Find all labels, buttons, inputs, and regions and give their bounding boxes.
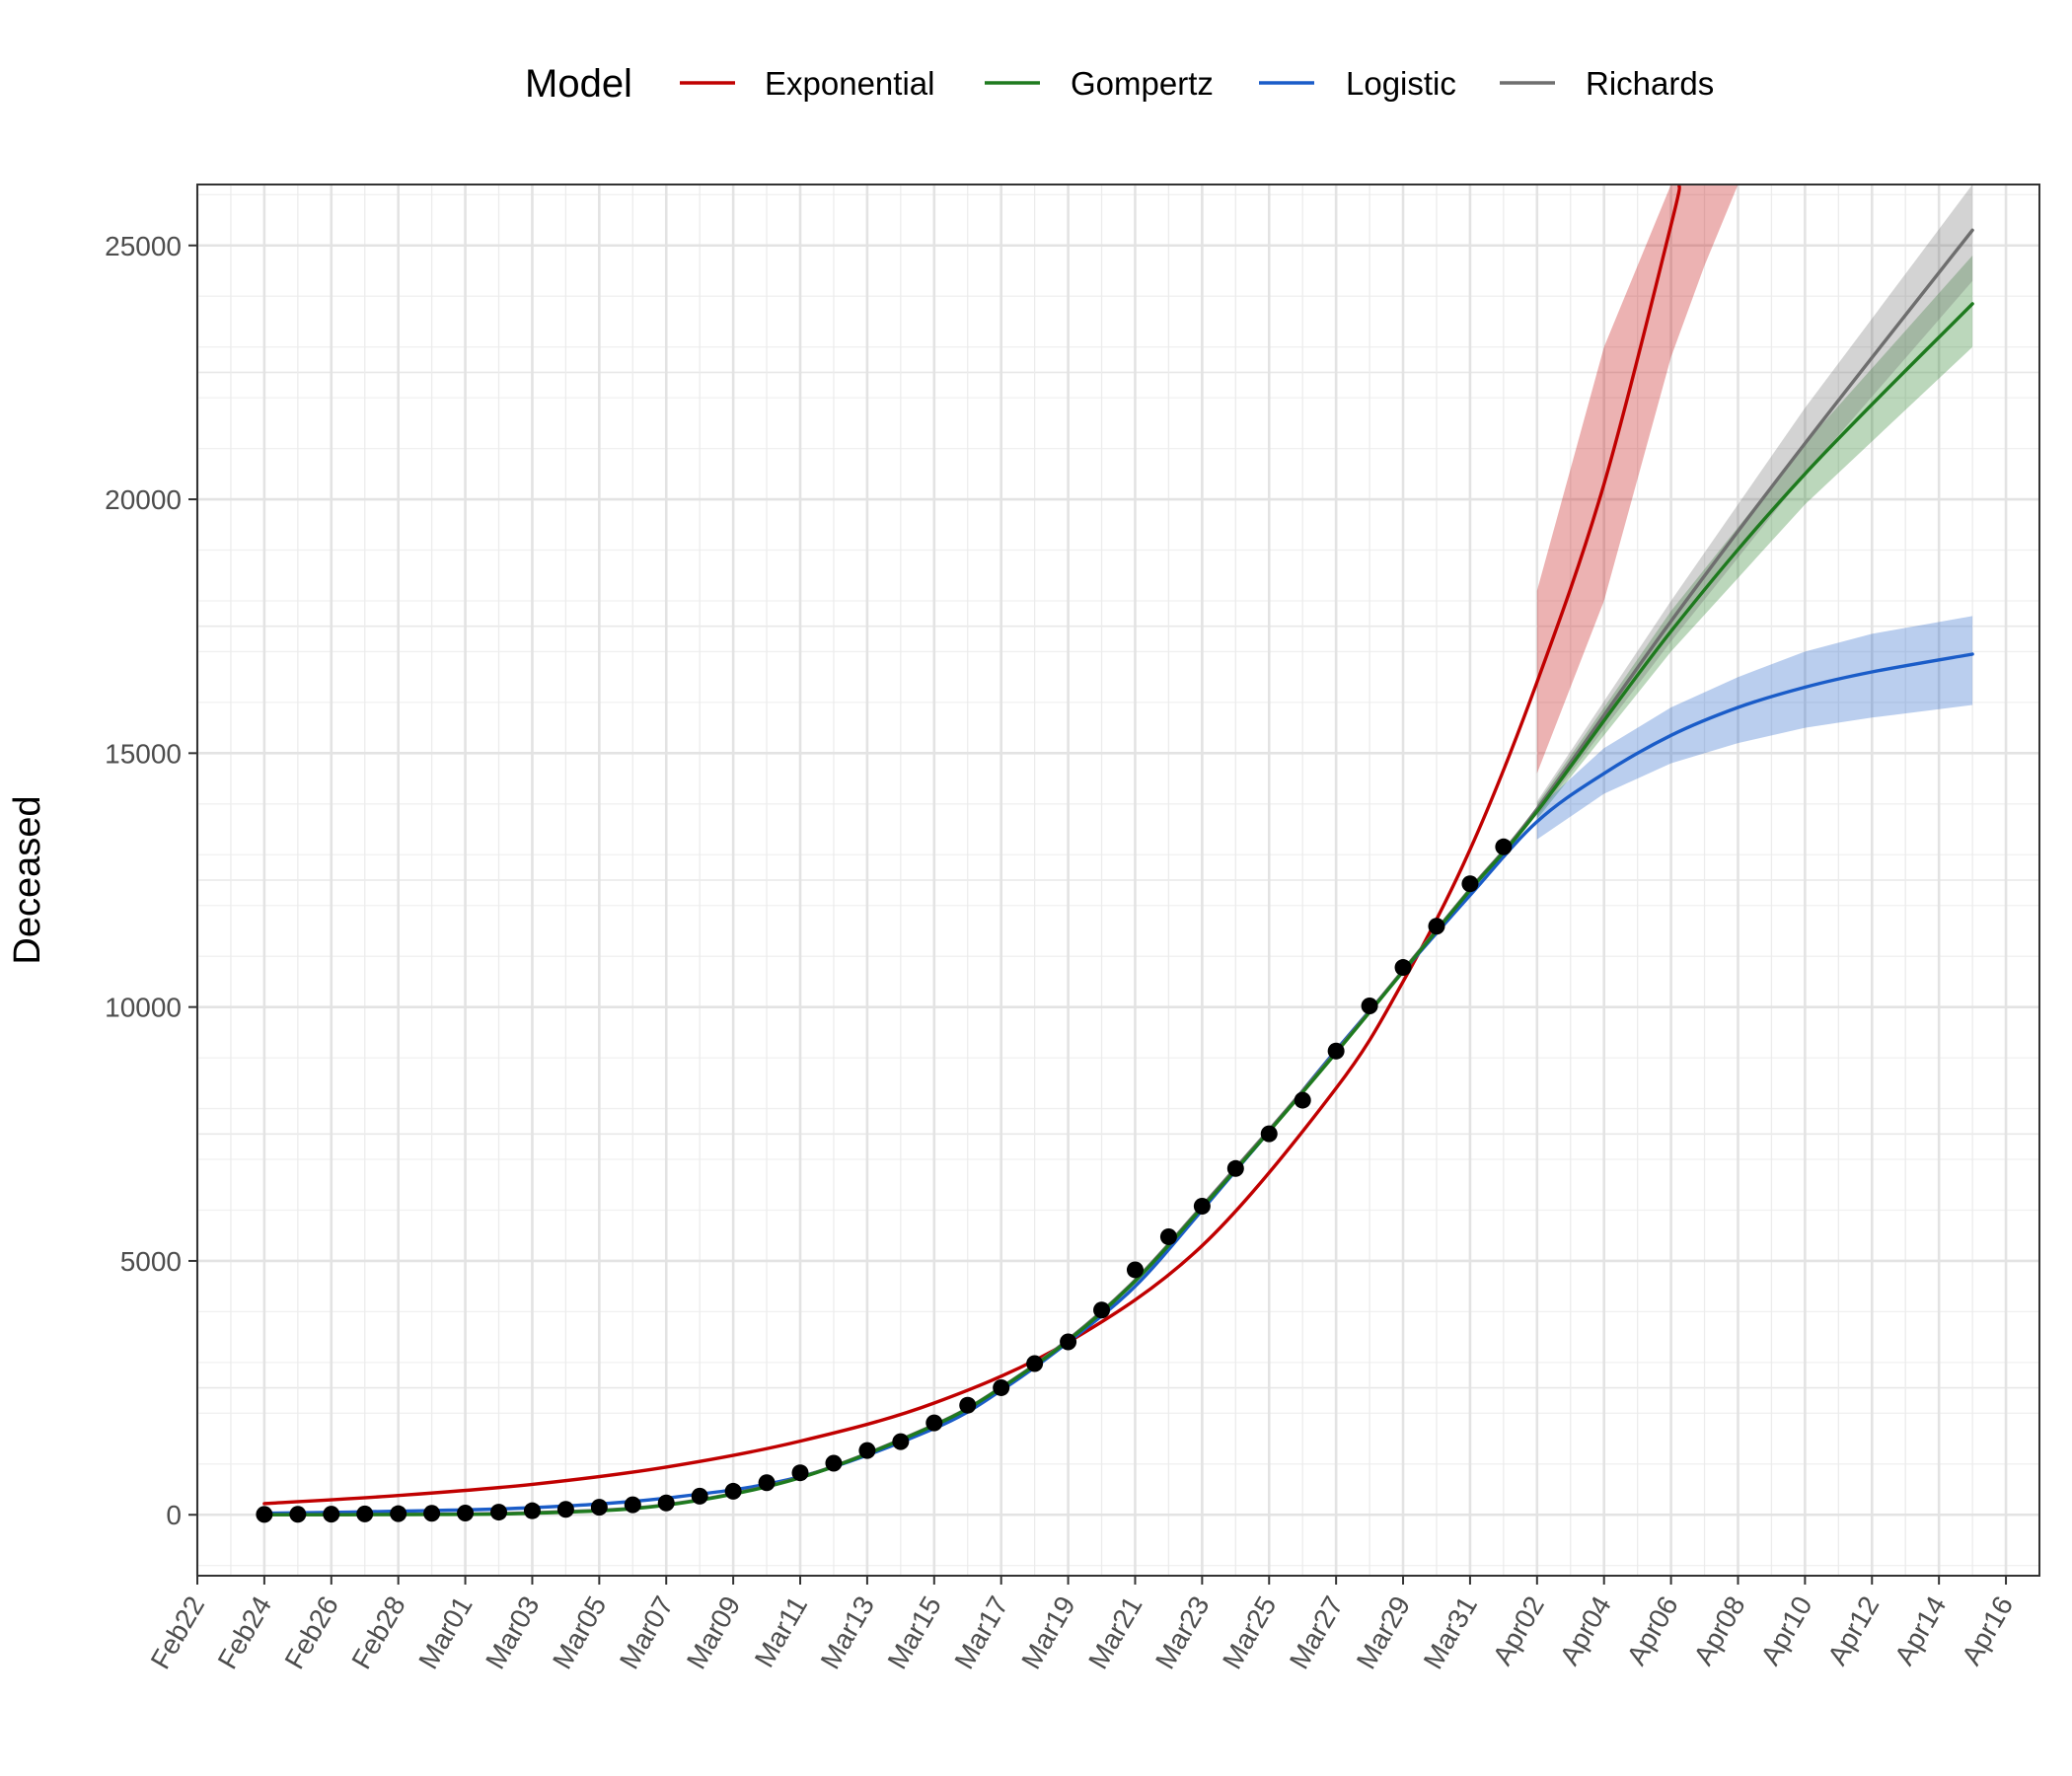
- band-gompertz: [1536, 256, 1973, 820]
- y-tick-label: 25000: [105, 231, 182, 261]
- observed-point: [892, 1433, 910, 1450]
- observed-point: [1294, 1091, 1311, 1109]
- observed-point: [758, 1474, 776, 1492]
- observed-point: [1159, 1227, 1177, 1245]
- observed-point: [523, 1502, 541, 1519]
- observed-point: [423, 1505, 441, 1522]
- y-axis: 0 5000 10000 15000 20000 25000: [105, 231, 197, 1530]
- observed-point: [1461, 875, 1479, 893]
- y-tick-label: 0: [166, 1500, 182, 1530]
- x-tick-label: Mar11: [749, 1591, 813, 1672]
- observed-point: [556, 1501, 574, 1518]
- x-tick-label: Mar27: [1284, 1591, 1350, 1674]
- x-tick-label: Apr12: [1821, 1591, 1885, 1670]
- observed-point: [724, 1482, 742, 1500]
- x-tick-label: Mar21: [1082, 1591, 1148, 1674]
- x-tick-label: Apr10: [1754, 1591, 1817, 1670]
- x-tick-label: Mar25: [1217, 1591, 1283, 1674]
- observed-point: [1126, 1261, 1144, 1279]
- y-tick-label: 10000: [105, 993, 182, 1023]
- legend-title: Model: [525, 62, 632, 106]
- observed-point: [1026, 1355, 1044, 1372]
- observed-point: [356, 1505, 374, 1522]
- observed-point: [1428, 918, 1445, 935]
- observed-point: [289, 1506, 307, 1523]
- band-exponential: [1536, 185, 1739, 774]
- x-tick-label: Mar09: [681, 1591, 747, 1674]
- y-tick-label: 15000: [105, 738, 182, 769]
- observed-point: [457, 1504, 475, 1521]
- x-tick-label: Mar07: [614, 1591, 680, 1674]
- observed-point: [1361, 997, 1378, 1014]
- y-axis-title: Deceased: [7, 795, 48, 964]
- observed-point: [624, 1496, 641, 1514]
- x-tick-label: Apr02: [1487, 1591, 1550, 1670]
- observed-points: [256, 838, 1513, 1523]
- line-exponential: [262, 185, 1681, 1506]
- observed-point: [1327, 1042, 1345, 1060]
- legend-label-richards: Richards: [1586, 65, 1714, 102]
- x-tick-label: Feb28: [345, 1591, 411, 1674]
- x-tick-label: Mar17: [948, 1591, 1014, 1674]
- observed-point: [1495, 838, 1513, 855]
- legend: Model Exponential Gompertz Logistic Richard…: [525, 62, 1714, 106]
- panel-border: [196, 184, 2040, 1577]
- legend-label-gompertz: Gompertz: [1071, 65, 1214, 102]
- observed-point: [1193, 1198, 1211, 1216]
- observed-point: [825, 1454, 843, 1472]
- x-tick-label: Feb22: [145, 1591, 211, 1674]
- legend-label-exponential: Exponential: [765, 65, 934, 102]
- x-tick-label: Mar29: [1351, 1591, 1417, 1674]
- legend-label-logistic: Logistic: [1346, 65, 1456, 102]
- x-tick-label: Mar05: [547, 1591, 613, 1674]
- x-axis: Feb22 Feb24 Feb26 Feb28 Mar01 Mar03 Mar05 Mar07…: [145, 1576, 2019, 1674]
- x-tick-label: Apr14: [1888, 1591, 1952, 1670]
- x-tick-label: Apr08: [1687, 1591, 1750, 1670]
- observed-point: [1226, 1159, 1244, 1177]
- x-tick-label: Mar31: [1418, 1591, 1484, 1674]
- observed-point: [691, 1487, 708, 1505]
- x-tick-label: Mar19: [1015, 1591, 1081, 1674]
- observed-point: [959, 1396, 977, 1414]
- y-tick-label: 5000: [120, 1246, 182, 1277]
- observed-point: [390, 1505, 407, 1522]
- observed-point: [925, 1414, 943, 1432]
- y-tick-label: 20000: [105, 484, 182, 515]
- observed-point: [490, 1504, 508, 1521]
- observed-point: [256, 1506, 273, 1523]
- x-tick-label: Apr06: [1621, 1591, 1684, 1670]
- x-tick-label: Apr16: [1956, 1591, 2019, 1670]
- plot-frame: [196, 184, 2040, 1577]
- observed-point: [858, 1442, 876, 1459]
- x-tick-label: Mar15: [881, 1591, 947, 1674]
- x-tick-label: Feb24: [212, 1591, 278, 1674]
- observed-point: [993, 1378, 1010, 1396]
- x-tick-label: Apr04: [1554, 1591, 1617, 1670]
- observed-point: [1093, 1301, 1111, 1319]
- x-tick-label: Feb26: [278, 1591, 344, 1674]
- x-tick-label: Mar01: [412, 1591, 479, 1674]
- x-tick-label: Mar13: [815, 1591, 881, 1674]
- observed-point: [791, 1464, 809, 1482]
- observed-point: [1060, 1333, 1077, 1351]
- observed-point: [1394, 959, 1412, 977]
- x-tick-label: Mar03: [480, 1591, 546, 1674]
- observed-point: [657, 1494, 675, 1512]
- observed-point: [1260, 1125, 1278, 1143]
- observed-point: [323, 1506, 340, 1523]
- x-tick-label: Mar23: [1149, 1591, 1216, 1674]
- observed-point: [590, 1499, 608, 1517]
